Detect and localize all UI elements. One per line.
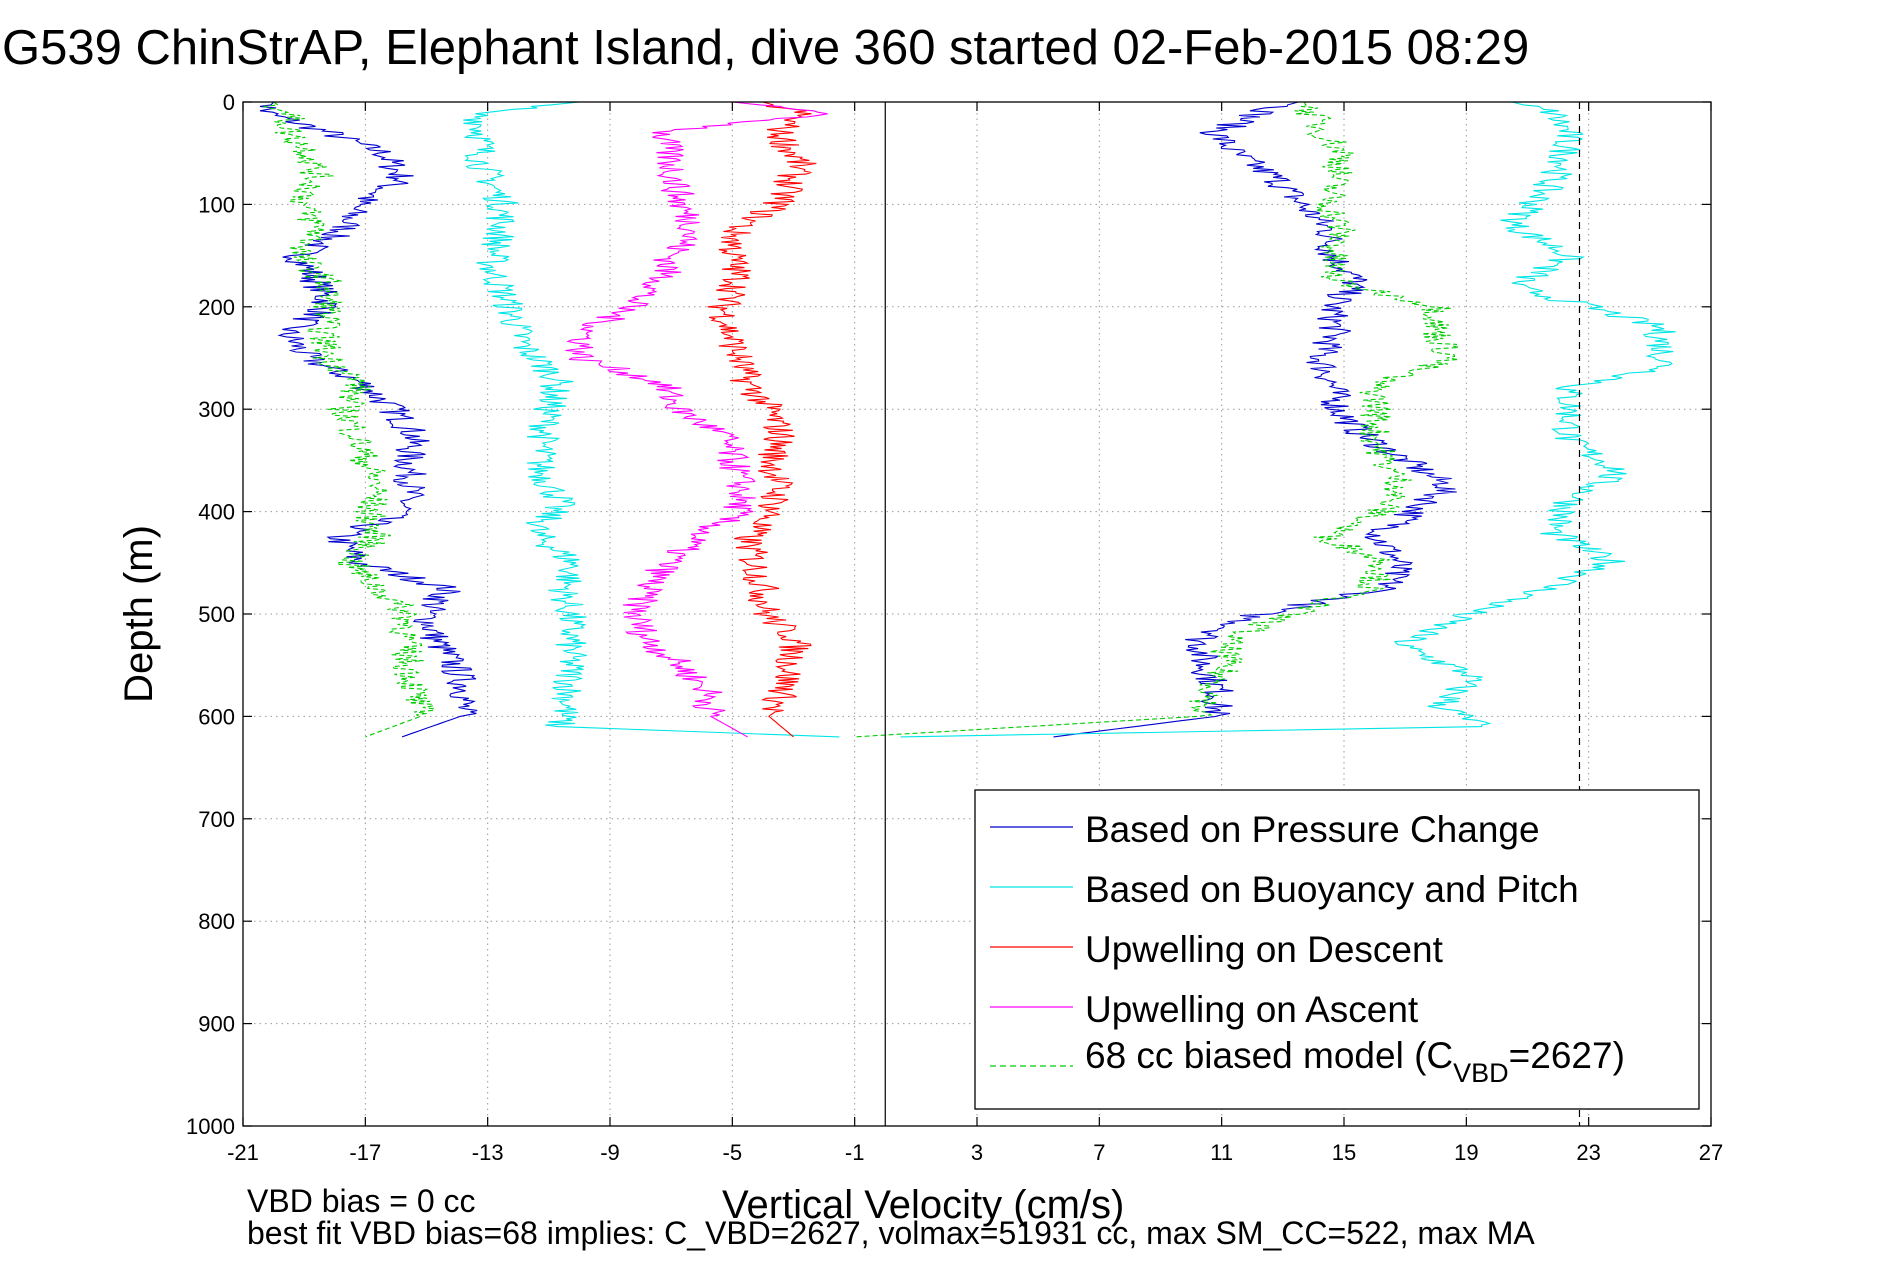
x-tick-label: -17 xyxy=(349,1140,381,1165)
series-line-based-on-pressure-change-1 xyxy=(1053,101,1457,738)
y-tick-label: 700 xyxy=(198,807,235,832)
y-tick-label: 600 xyxy=(198,704,235,729)
series-line-upwelling-on-descent-0 xyxy=(707,101,817,738)
y-tick-label: 400 xyxy=(198,500,235,525)
footer-best-fit: best fit VBD bias=68 implies: C_VBD=2627… xyxy=(247,1215,1535,1251)
x-tick-label: -9 xyxy=(600,1140,620,1165)
legend-label-biased-prefix: 68 cc biased model (C xyxy=(1085,1035,1453,1076)
legend-label-upwelling-descent: Upwelling on Descent xyxy=(1085,929,1444,970)
x-axis-label: Vertical Velocity (cm/s) xyxy=(722,1183,1124,1227)
legend-label-buoyancy: Based on Buoyancy and Pitch xyxy=(1085,869,1579,910)
y-tick-label: 900 xyxy=(198,1012,235,1037)
x-tick-label: 27 xyxy=(1699,1140,1723,1165)
x-tick-label: 11 xyxy=(1210,1140,1233,1165)
y-axis-label: Depth (m) xyxy=(117,525,161,703)
series-line-68-cc-biased-model-cvbd-2627-1 xyxy=(854,101,1459,738)
x-tick-label: -13 xyxy=(472,1140,504,1165)
series-line-based-on-pressure-change-0 xyxy=(259,101,478,738)
y-tick-label: 200 xyxy=(198,295,235,320)
x-tick-label: 23 xyxy=(1576,1140,1600,1165)
legend: Based on Pressure Change Based on Buoyan… xyxy=(974,789,1700,1110)
x-tick-label: -1 xyxy=(845,1140,865,1165)
y-tick-label: 1000 xyxy=(186,1114,235,1139)
legend-label-biased-subscript: VBD xyxy=(1453,1058,1509,1088)
series-line-68-cc-biased-model-cvbd-2627-0 xyxy=(262,101,435,738)
series-line-based-on-buoyancy-and-pitch-0 xyxy=(463,101,840,738)
x-tick-label: 19 xyxy=(1454,1140,1478,1165)
legend-label-biased-model: 68 cc biased model (CVBD=2627) xyxy=(1085,1035,1625,1088)
axis-ticks: -21 -17 -13 -9 -5 -1 3 7 11 15 19 23 270100200300400… xyxy=(186,90,1723,1165)
x-tick-label: -21 xyxy=(227,1140,259,1165)
data-series xyxy=(259,101,1676,738)
legend-box xyxy=(974,789,1700,1110)
footer-vbd-bias: VBD bias = 0 cc xyxy=(247,1183,476,1219)
y-tick-label: 300 xyxy=(198,397,235,422)
x-tick-label: 3 xyxy=(971,1140,983,1165)
y-tick-label: 800 xyxy=(198,909,235,934)
legend-label-pressure: Based on Pressure Change xyxy=(1085,809,1540,850)
x-tick-label: 7 xyxy=(1093,1140,1105,1165)
y-tick-label: 0 xyxy=(223,90,235,115)
series-line-upwelling-on-ascent-0 xyxy=(565,101,828,738)
legend-label-upwelling-ascent: Upwelling on Ascent xyxy=(1085,989,1419,1030)
chart-title: G539 ChinStrAP, Elephant Island, dive 36… xyxy=(2,21,1529,75)
legend-label-biased-suffix: =2627) xyxy=(1509,1035,1625,1076)
series-line-based-on-buoyancy-and-pitch-1 xyxy=(900,101,1676,738)
x-tick-label: -5 xyxy=(723,1140,743,1165)
x-tick-label: 15 xyxy=(1332,1140,1356,1165)
y-tick-label: 500 xyxy=(198,602,235,627)
y-tick-label: 100 xyxy=(198,192,235,217)
